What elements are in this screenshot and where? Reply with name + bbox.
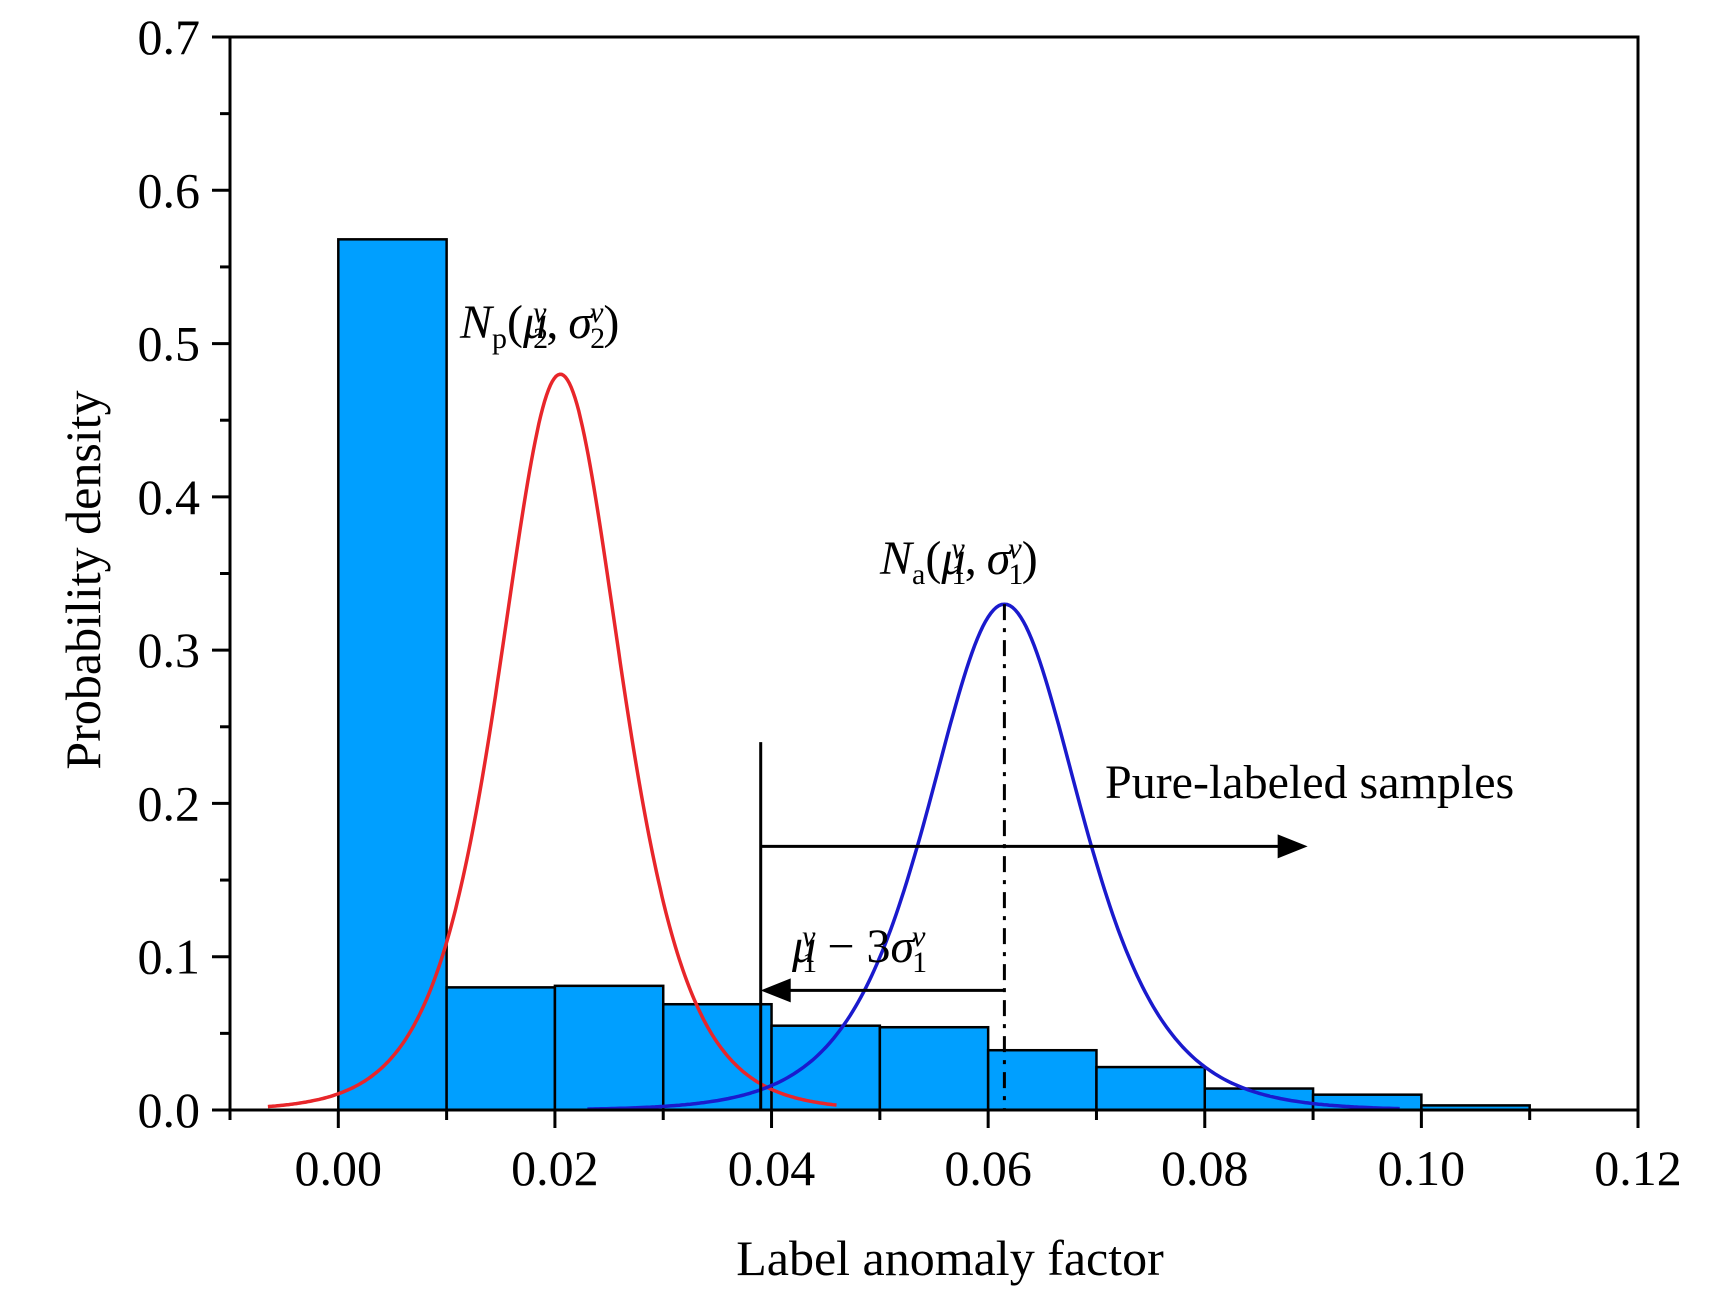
density-curve-na	[587, 602, 1400, 1111]
na-sigma-sub: 1	[1008, 558, 1023, 591]
x-tick-label: 0.00	[295, 1140, 383, 1196]
np-sub: p	[492, 322, 507, 355]
pure-arrow-head	[1277, 834, 1308, 859]
x-tick-label: 0.06	[944, 1140, 1032, 1196]
annotation-pure-labeled: Pure-labeled samples	[1105, 756, 1514, 809]
x-tick-label: 0.12	[1594, 1140, 1682, 1196]
th-sigma-sup: ν	[912, 920, 926, 953]
histogram-bar	[445, 986, 557, 1112]
x-tick-label: 0.02	[511, 1140, 599, 1196]
na-comma: ,	[965, 532, 977, 585]
np-sigma-sup: ν	[590, 296, 604, 329]
histogram-bar	[878, 1025, 990, 1112]
histogram-bar	[553, 984, 665, 1112]
th-sigma: σ	[891, 920, 917, 973]
histogram-bars	[337, 238, 1531, 1112]
na-sigma-sup: ν	[1008, 532, 1022, 565]
th-sigma-sub: 1	[912, 946, 927, 979]
x-tick-label: 0.08	[1161, 1140, 1249, 1196]
na-sub: a	[912, 558, 925, 591]
annotation-np: Np(μ2ν, σ2ν)	[459, 296, 619, 355]
na-mu: μ	[940, 532, 965, 585]
annotation-threshold: μ1ν − 3σ1ν	[791, 920, 927, 979]
na-mu-sub: 1	[951, 558, 966, 591]
na-open: (	[925, 532, 941, 585]
threshold-arrow-head	[760, 978, 791, 1003]
th-mu: μ	[791, 920, 816, 973]
y-tick-label: 0.4	[138, 469, 201, 525]
np-mu-sub: 2	[533, 322, 548, 355]
y-axis-title: Probability density	[55, 390, 111, 769]
histogram-bar	[1095, 1065, 1207, 1112]
np-sigma: σ	[568, 296, 594, 349]
annotation-na: Na(μ1ν, σ1ν)	[879, 532, 1038, 591]
th-minus: − 3	[815, 920, 890, 973]
y-tick-label: 0.6	[138, 162, 201, 218]
y-tick-label: 0.3	[138, 622, 201, 678]
th-mu-sub: 1	[802, 946, 817, 979]
y-tick-label: 0.0	[138, 1082, 201, 1138]
x-axis-title: Label anomaly factor	[736, 1230, 1164, 1286]
y-tick-label: 0.7	[138, 9, 201, 65]
x-tick-label: 0.10	[1378, 1140, 1466, 1196]
np-mu-sup: ν	[533, 296, 547, 329]
histogram-bar	[661, 1002, 773, 1112]
histogram-bar	[337, 238, 448, 1112]
y-tick-label: 0.5	[138, 316, 201, 372]
density-curves	[267, 372, 1400, 1111]
na-mu-sup: ν	[951, 532, 965, 565]
ticks: 0.00 0.02 0.04 0.06 0.08 0.10 0.12 0.0 0.1 0.2 0.3…	[138, 9, 1682, 1196]
na-sigma: σ	[987, 532, 1013, 585]
density-curve-np	[267, 372, 837, 1109]
np-comma: ,	[546, 296, 558, 349]
histogram-bar	[986, 1048, 1098, 1112]
x-tick-label: 0.04	[728, 1140, 816, 1196]
na-symbol: N	[879, 532, 915, 585]
np-close: )	[603, 296, 619, 349]
na-close: )	[1022, 532, 1038, 585]
y-tick-label: 0.2	[138, 775, 201, 831]
th-mu-sup: ν	[802, 920, 816, 953]
np-symbol: N	[459, 296, 495, 349]
np-mu: μ	[522, 296, 547, 349]
np-open: (	[507, 296, 523, 349]
np-sigma-sub: 2	[590, 322, 605, 355]
threshold-markers	[759, 604, 1308, 1110]
y-tick-label: 0.1	[138, 929, 201, 985]
